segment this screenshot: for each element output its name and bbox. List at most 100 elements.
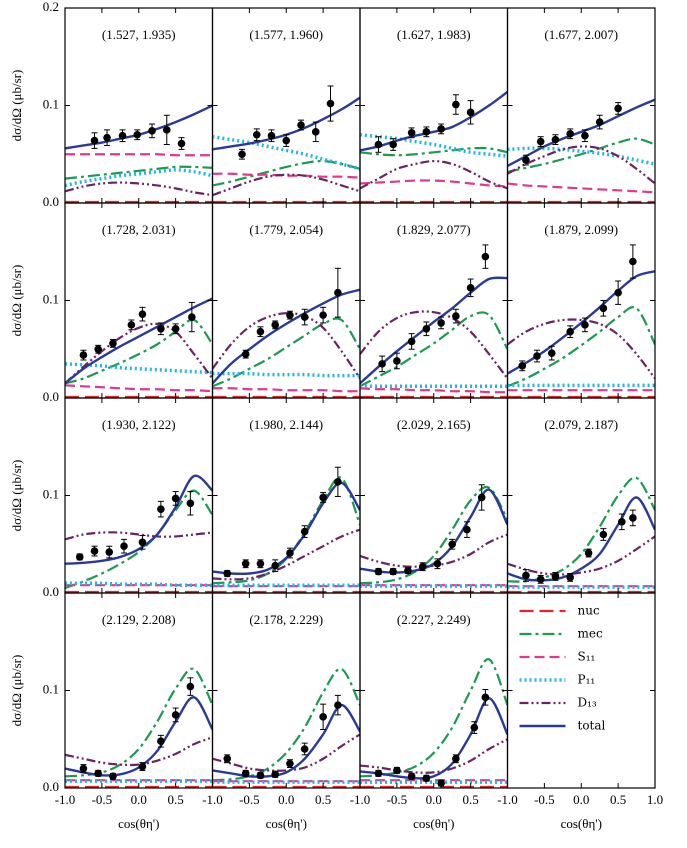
data-point	[90, 547, 99, 555]
panel-title: (1.879, 2.099)	[544, 222, 618, 237]
data-point	[566, 327, 574, 336]
data-point	[319, 713, 327, 721]
curve	[65, 667, 213, 778]
curve	[65, 736, 213, 767]
data-point	[148, 127, 156, 135]
data-point	[127, 321, 136, 329]
curve	[360, 310, 508, 380]
data-point	[533, 352, 541, 360]
y-tick-label: 0.1	[43, 486, 59, 501]
curve	[212, 312, 360, 380]
data-point	[271, 321, 279, 329]
x-axis-label: cos(θη')	[118, 816, 159, 831]
data-point	[326, 99, 335, 108]
data-point	[157, 737, 165, 745]
curve	[360, 488, 508, 574]
panel	[507, 98, 655, 203]
x-tick-label: -0.5	[92, 792, 113, 807]
y-tick-label: 0.0	[43, 779, 59, 794]
curve	[65, 104, 213, 150]
curve	[212, 387, 360, 393]
data-point	[334, 701, 342, 709]
x-tick-label: -1.0	[202, 792, 223, 807]
panel-title: (1.829, 2.077)	[397, 222, 471, 237]
data-point	[595, 118, 604, 126]
data-point	[177, 139, 186, 148]
curve	[360, 159, 508, 190]
data-point	[422, 128, 431, 136]
data-point	[452, 100, 460, 109]
x-tick-label: -1.0	[350, 792, 371, 807]
curve	[360, 387, 508, 394]
x-axis-label: cos(θη')	[266, 816, 307, 831]
panel	[212, 267, 360, 398]
data-point	[109, 772, 117, 781]
data-point	[286, 311, 294, 319]
curve	[360, 146, 508, 157]
panel	[360, 658, 508, 788]
data-point	[599, 304, 608, 313]
data-point	[581, 321, 589, 329]
curve	[507, 476, 655, 583]
data-point	[120, 542, 128, 550]
curve	[65, 489, 213, 590]
data-point	[188, 313, 196, 321]
curve	[507, 182, 655, 194]
data-point	[334, 478, 342, 486]
panel	[360, 90, 508, 203]
data-point	[407, 772, 416, 781]
data-point	[138, 310, 147, 318]
legend-label: mec	[578, 627, 603, 641]
data-point	[319, 311, 327, 319]
data-point	[618, 518, 626, 526]
legend-label: D₁₃	[578, 696, 597, 710]
x-tick-label: -0.5	[239, 792, 260, 807]
x-tick-label: -1.0	[497, 792, 518, 807]
curve	[212, 288, 360, 385]
curve	[65, 322, 213, 385]
data-point	[477, 493, 486, 502]
panel	[212, 466, 360, 593]
data-point	[271, 561, 279, 570]
y-axis-label: dσ/dΩ (μb/sr)	[9, 655, 24, 727]
curve	[507, 535, 655, 576]
curve	[212, 528, 360, 581]
curve	[65, 165, 213, 180]
curve	[360, 697, 508, 780]
x-tick-label: 0.0	[131, 792, 147, 807]
curve	[65, 318, 213, 385]
y-tick-label: 0.1	[43, 96, 59, 111]
data-point	[297, 121, 305, 129]
x-tick-label: 0.5	[315, 792, 331, 807]
data-point	[470, 723, 479, 732]
panel	[65, 104, 213, 203]
x-tick-label: -1.0	[55, 792, 76, 807]
data-point	[452, 312, 460, 320]
data-point	[94, 769, 102, 778]
data-point	[522, 156, 530, 164]
data-point	[256, 559, 265, 568]
panel-title: (2.129, 2.208)	[102, 612, 176, 627]
y-tick-label: 0.1	[43, 681, 59, 696]
data-point	[581, 131, 589, 140]
data-point	[389, 140, 397, 149]
data-point	[536, 575, 545, 584]
data-point	[378, 360, 386, 368]
data-point	[109, 339, 117, 348]
panel	[507, 244, 655, 398]
curve	[65, 181, 213, 197]
data-point	[300, 313, 309, 321]
panel	[360, 484, 508, 593]
y-tick-label: 0.0	[43, 389, 59, 404]
data-point	[466, 284, 475, 292]
curve	[507, 270, 655, 375]
data-point	[171, 711, 180, 719]
y-tick-label: 0.2	[43, 0, 59, 14]
x-tick-label: -0.5	[534, 792, 555, 807]
data-point	[103, 133, 111, 142]
data-point	[286, 549, 294, 557]
y-axis-label: dσ/dΩ (μb/sr)	[9, 460, 24, 532]
data-point	[374, 140, 383, 149]
panel	[360, 244, 508, 398]
